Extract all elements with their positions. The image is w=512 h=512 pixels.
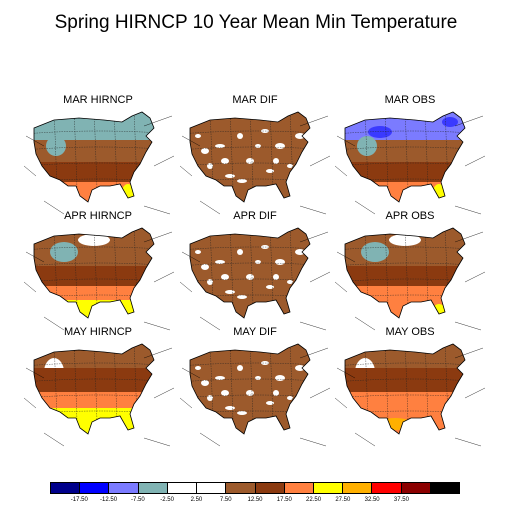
colorbar-swatch [109,483,139,493]
colorbar-swatch [255,483,285,493]
colorbar [50,482,460,494]
colorbar-swatch [138,483,168,493]
page-title: Spring HIRNCP 10 Year Mean Min Temperatu… [54,12,458,33]
colorbar-tick-label: -7.50 [131,497,145,503]
colorbar-tick-label: 22.50 [306,497,322,503]
colorbar-swatch [401,483,431,493]
colorbar-tick-label: -12.50 [100,497,118,503]
colorbar-swatch [167,483,198,493]
map-may-obs [334,343,486,447]
colorbar-swatch [284,483,314,493]
panel-label-mar-hirncp: MAR HIRNCP [63,94,133,106]
map-may-hirncp [23,343,175,447]
map-apr-hirncp [23,227,175,331]
colorbar-tick-label: 12.50 [247,497,263,503]
colorbar-tick-label: 32.50 [364,497,380,503]
map-mar-obs [334,111,486,215]
colorbar-swatch [343,483,373,493]
colorbar-tick-label: 7.50 [219,497,232,503]
panel-label-apr-hirncp: APR HIRNCP [64,210,132,222]
colorbar-swatch [80,483,110,493]
map-apr-dif [179,227,331,331]
colorbar-swatch [197,483,227,493]
panel-label-apr-dif: APR DIF [233,210,277,222]
panel-label-may-obs: MAY OBS [385,326,435,338]
colorbar-tick-label: 17.50 [276,497,292,503]
panel-label-apr-obs: APR OBS [385,210,435,222]
colorbar-tick-label: -2.50 [160,497,174,503]
colorbar-swatch [372,483,402,493]
colorbar-tick-label: 37.50 [393,497,409,503]
panel-label-may-dif: MAY DIF [233,326,277,338]
colorbar-tick-label: 27.50 [335,497,351,503]
colorbar-swatch [313,483,344,493]
map-apr-obs [334,227,486,331]
colorbar-swatch [226,483,256,493]
colorbar-tick-label: -17.50 [70,497,88,503]
panel-label-may-hirncp: MAY HIRNCP [63,326,133,338]
panel-label-mar-obs: MAR OBS [384,94,436,106]
map-mar-dif [179,111,331,215]
colorbar-ticks: -17.50 -12.50 -7.50 -2.50 2.50 7.50 12.50 17.50… [50,497,460,507]
map-mar-hirncp [23,111,175,215]
colorbar-swatch [430,483,460,493]
colorbar-swatch [51,483,81,493]
map-may-dif [179,343,331,447]
panel-label-mar-dif: MAR DIF [232,94,278,106]
colorbar-tick-label: 2.50 [190,497,203,503]
